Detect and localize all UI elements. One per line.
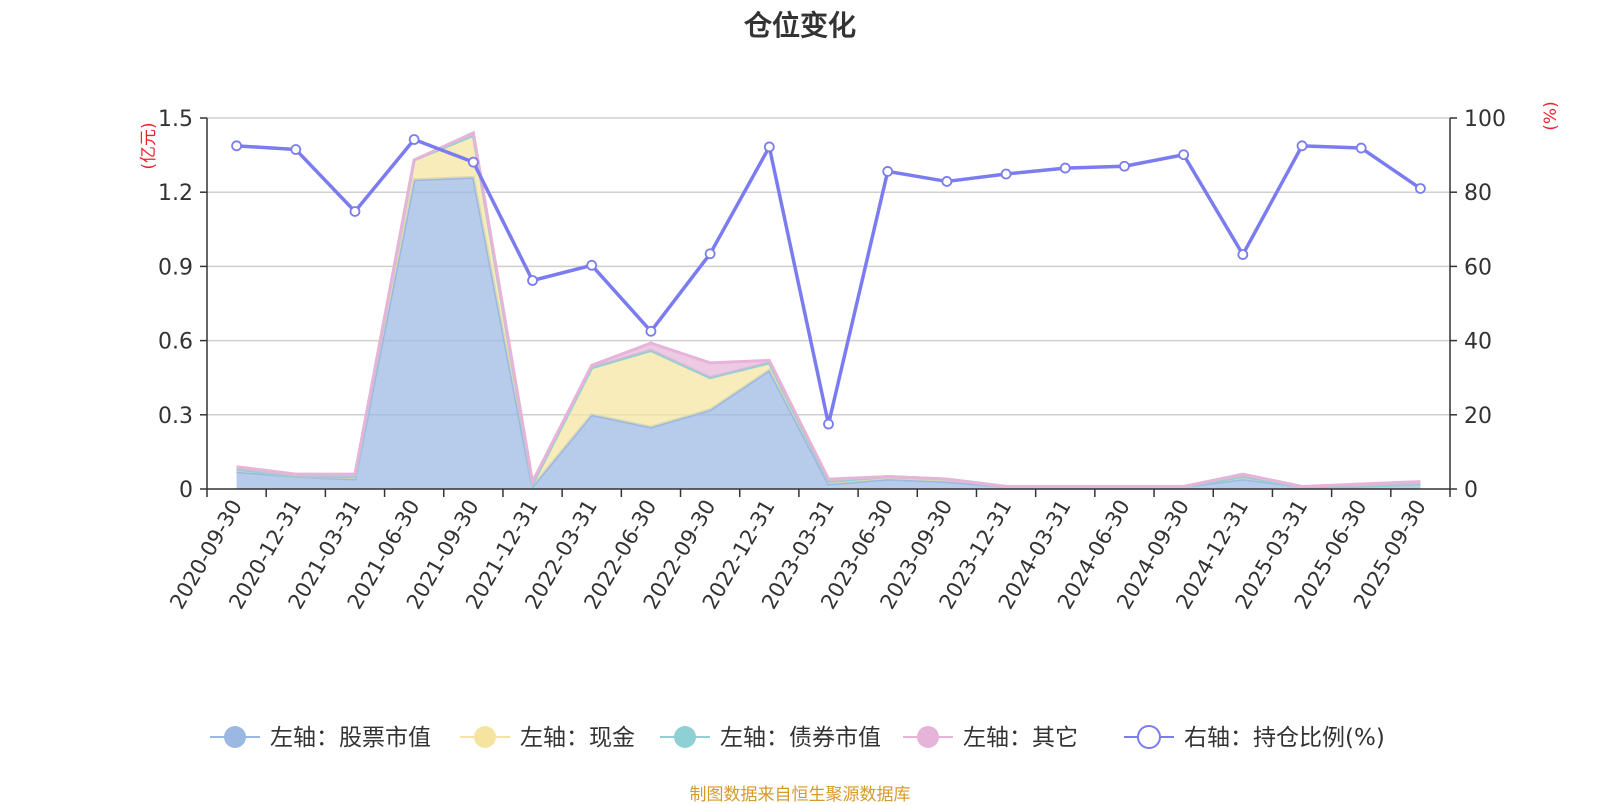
holding-ratio-point xyxy=(763,141,775,153)
holding-ratio-point xyxy=(349,206,361,217)
right-axis-unit-label: (%) xyxy=(1541,101,1561,130)
legend-item[interactable]: 右轴：持仓比例(%) xyxy=(1124,725,1385,751)
holding-ratio-point xyxy=(231,140,242,152)
holding-ratio-point xyxy=(290,144,302,155)
legend-label: 左轴：其它 xyxy=(963,725,1078,751)
holding-ratio-point xyxy=(467,156,479,168)
legend-label: 左轴：现金 xyxy=(520,725,635,751)
holding-ratio-point xyxy=(1000,168,1012,180)
chart-title: 仓位变化 xyxy=(743,9,856,42)
left-tick-label: 0 xyxy=(179,478,193,503)
legend-marker-icon xyxy=(224,726,246,748)
area-line-左轴：其它 xyxy=(236,130,1421,489)
holding-ratio-point xyxy=(1237,249,1249,260)
right-tick-label: 20 xyxy=(1464,404,1492,429)
holding-ratio-point xyxy=(586,259,598,271)
left-tick-label: 0.3 xyxy=(158,404,193,429)
legend-item[interactable]: 左轴：股票市值 xyxy=(210,725,431,751)
source-note: 制图数据来自恒生聚源数据库 xyxy=(689,785,911,805)
holding-ratio-point xyxy=(1119,160,1130,172)
holding-ratio-point xyxy=(941,176,953,187)
left-axis-unit-label: (亿元) xyxy=(139,122,159,169)
legend-item[interactable]: 左轴：现金 xyxy=(460,725,635,751)
holding-ratio-point xyxy=(1059,162,1071,174)
legend-label: 右轴：持仓比例(%) xyxy=(1184,725,1385,751)
right-tick-label: 80 xyxy=(1464,181,1492,206)
left-tick-label: 0.6 xyxy=(158,330,193,355)
left-tick-label: 1.2 xyxy=(158,181,193,206)
holding-ratio-point xyxy=(645,325,657,337)
holding-ratio-point xyxy=(882,166,894,177)
legend-marker-icon xyxy=(674,726,696,748)
legend-label: 左轴：债券市值 xyxy=(720,725,881,751)
right-tick-label: 60 xyxy=(1464,255,1492,280)
legend-marker-icon xyxy=(1137,725,1161,749)
legend-label: 左轴：股票市值 xyxy=(270,725,431,751)
legend-marker-icon xyxy=(474,726,496,748)
right-tick-label: 100 xyxy=(1464,107,1506,132)
legend-item[interactable]: 左轴：债券市值 xyxy=(660,725,881,751)
left-tick-label: 1.5 xyxy=(158,107,193,132)
holding-ratio-point xyxy=(1178,149,1190,161)
holding-ratio-point xyxy=(408,134,420,145)
holding-ratio-point xyxy=(823,418,834,430)
right-tick-label: 0 xyxy=(1464,478,1478,503)
holding-ratio-point xyxy=(704,248,716,260)
area-左轴：股票市值 xyxy=(236,177,1421,490)
legend-marker-icon xyxy=(917,726,939,748)
right-tick-label: 40 xyxy=(1464,330,1492,355)
holding-ratio-point xyxy=(1296,140,1308,152)
left-tick-label: 0.9 xyxy=(158,255,193,280)
holding-ratio-point xyxy=(1415,183,1426,194)
holding-ratio-point xyxy=(1355,142,1367,154)
holding-ratio-point xyxy=(527,275,538,286)
legend-item[interactable]: 左轴：其它 xyxy=(903,725,1078,751)
